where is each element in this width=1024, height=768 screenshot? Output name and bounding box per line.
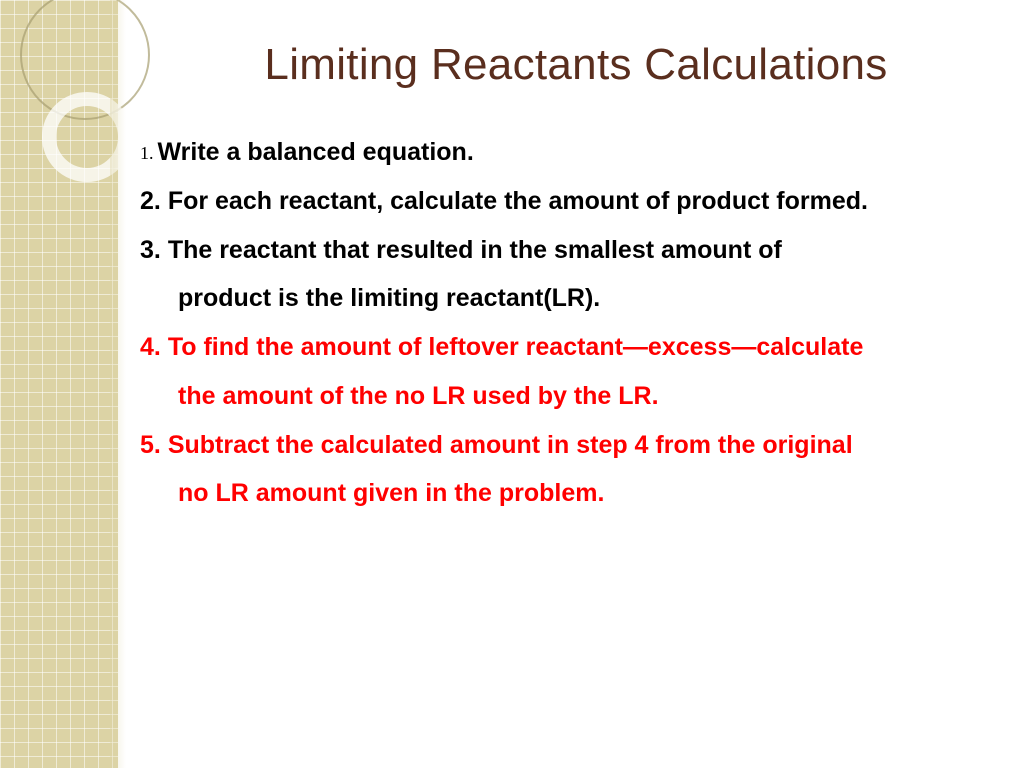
step-1: 1.Write a balanced equation. <box>140 128 1018 177</box>
step-2: 2. For each reactant, calculate the amou… <box>140 177 1018 226</box>
step-4-text-b: the amount of the no LR used by the LR. <box>178 382 659 410</box>
decor-ring-thick <box>42 92 132 182</box>
step-5-number: 5. <box>140 431 161 459</box>
step-4: 4. To find the amount of leftover reacta… <box>140 323 1018 372</box>
step-1-number: 1. <box>140 143 154 163</box>
step-3-text-a: The reactant that resulted in the smalle… <box>168 236 782 264</box>
step-3: 3. The reactant that resulted in the sma… <box>140 226 1018 275</box>
step-4-number: 4. <box>140 333 161 361</box>
sidebar-pattern <box>0 0 118 768</box>
step-4-text-a: To find the amount of leftover reactant—… <box>168 333 864 361</box>
step-2-number: 2. <box>140 187 161 215</box>
step-5: 5. Subtract the calculated amount in ste… <box>140 421 1018 470</box>
step-3-text-b: product is the limiting reactant(LR). <box>178 284 600 312</box>
slide: Limiting Reactants Calculations 1.Write … <box>0 0 1024 768</box>
step-4-cont: the amount of the no LR used by the LR. <box>140 372 1018 421</box>
step-5-cont: no LR amount given in the problem. <box>140 469 1018 518</box>
step-3-cont: product is the limiting reactant(LR). <box>140 274 1018 323</box>
slide-body: 1.Write a balanced equation. 2. For each… <box>128 128 1024 518</box>
step-3-number: 3. <box>140 236 161 264</box>
slide-content: Limiting Reactants Calculations 1.Write … <box>128 0 1024 768</box>
step-1-text: Write a balanced equation. <box>158 138 474 166</box>
slide-title: Limiting Reactants Calculations <box>128 40 1024 90</box>
step-2-text: For each reactant, calculate the amount … <box>168 187 868 215</box>
step-5-text-a: Subtract the calculated amount in step 4… <box>168 431 853 459</box>
step-5-text-b: no LR amount given in the problem. <box>178 479 604 507</box>
